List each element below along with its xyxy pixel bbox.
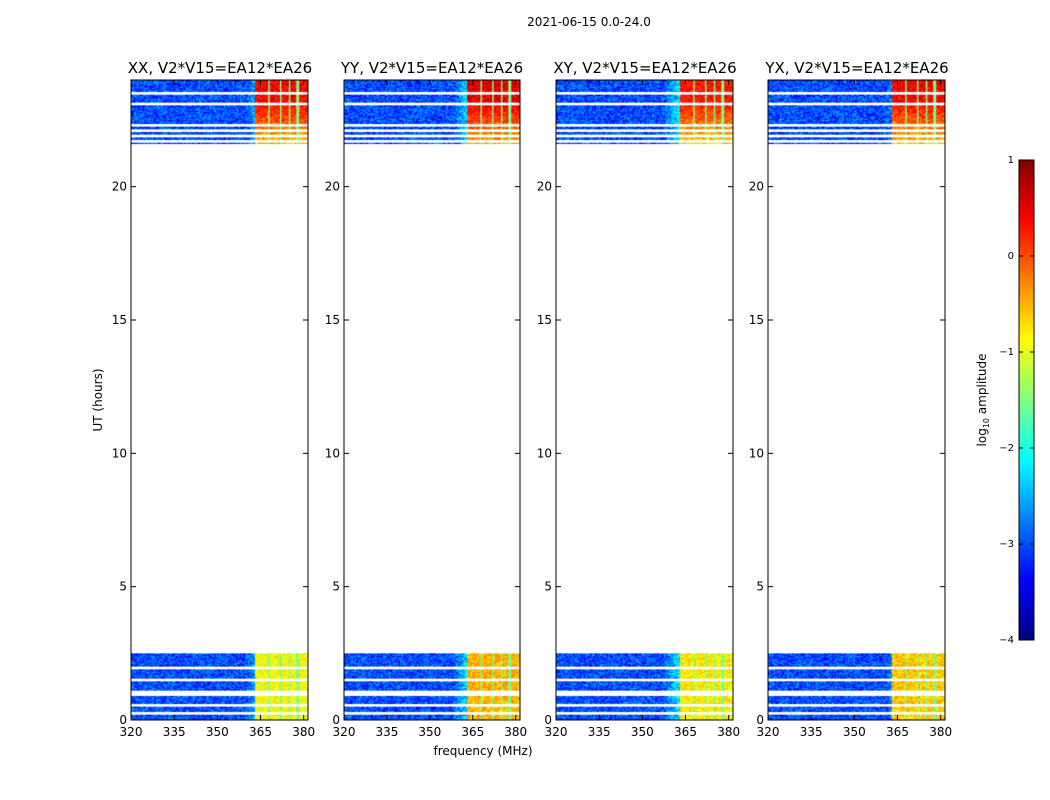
x-tick-label-380: 380 (504, 725, 527, 739)
colorbar-tick-label-5: −4 (999, 635, 1014, 646)
y-tick-label-15: 15 (537, 313, 552, 327)
colorbar: 1 0 −1 −2 −3 −4 log10 amplitude (975, 155, 1035, 646)
x-tick-label-350: 350 (631, 725, 654, 739)
panel-ticks-yy: 320 335 350 365 380 0 5 10 15 20 (325, 80, 527, 739)
panel-frame-xy (555, 79, 734, 721)
colorbar-tick-label-3: −2 (999, 443, 1014, 454)
y-tick-label-20: 20 (112, 180, 127, 194)
y-tick-label-5: 5 (332, 580, 340, 594)
y-tick-label-15: 15 (112, 313, 127, 327)
y-tick-label-10: 10 (325, 446, 340, 460)
y-tick-label-5: 5 (756, 580, 764, 594)
x-tick-label-380: 380 (717, 725, 740, 739)
y-tick-label-20: 20 (325, 180, 340, 194)
x-tick-label-320: 320 (333, 725, 356, 739)
panel-title-yx: YX, V2*V15=EA12*EA26 (764, 59, 948, 77)
x-tick-label-365: 365 (249, 725, 272, 739)
y-tick-label-15: 15 (325, 313, 340, 327)
panel-frame-xx (130, 79, 309, 721)
panel-frame-yx (767, 79, 946, 721)
colorbar-tick-label-4: −3 (999, 539, 1014, 550)
y-tick-label-20: 20 (537, 180, 552, 194)
panel-title-xx: XX, V2*V15=EA12*EA26 (128, 59, 312, 77)
y-tick-label-0: 0 (332, 713, 340, 727)
x-tick-label-350: 350 (418, 725, 441, 739)
y-tick-label-10: 10 (537, 446, 552, 460)
panel-ticks-yx: 320 335 350 365 380 0 5 10 15 20 (749, 80, 952, 739)
x-tick-label-335: 335 (163, 725, 186, 739)
panel-xy: XY, V2*V15=EA12*EA26 320 335 350 365 380 0 5 10… (537, 59, 740, 739)
colorbar-ticks: 1 0 −1 −2 −3 −4 (999, 155, 1034, 646)
colorbar-gradient (1018, 159, 1035, 641)
heatmap-image-yx (768, 80, 945, 720)
x-tick-label-380: 380 (292, 725, 315, 739)
panel-xx: XX, V2*V15=EA12*EA26 320 335 350 365 380 0 5 10… (112, 59, 315, 739)
heatmap-image-yy (344, 80, 520, 720)
heatmap-image-xx (131, 80, 308, 720)
panel-ticks-xx: 320 335 350 365 380 0 5 10 15 20 (112, 80, 315, 739)
x-tick-label-320: 320 (545, 725, 568, 739)
y-tick-label-0: 0 (756, 713, 764, 727)
panel-yy: YY, V2*V15=EA12*EA26 320 335 350 365 380 0 5 10… (325, 59, 527, 739)
x-tick-label-365: 365 (674, 725, 697, 739)
colorbar-tick-label-2: −1 (999, 347, 1014, 358)
x-tick-label-365: 365 (886, 725, 909, 739)
x-tick-label-335: 335 (375, 725, 398, 739)
x-tick-label-335: 335 (588, 725, 611, 739)
x-tick-label-320: 320 (120, 725, 143, 739)
panel-yx: YX, V2*V15=EA12*EA26 320 335 350 365 380 0 5 10… (749, 59, 952, 739)
y-tick-label-15: 15 (749, 313, 764, 327)
colorbar-tick-label-1: 0 (1008, 251, 1014, 262)
y-tick-label-0: 0 (544, 713, 552, 727)
x-axis-label: frequency (MHz) (433, 744, 532, 758)
x-tick-label-350: 350 (843, 725, 866, 739)
y-tick-label-5: 5 (119, 580, 127, 594)
colorbar-label: log10 amplitude (975, 354, 991, 447)
panel-title-xy: XY, V2*V15=EA12*EA26 (553, 59, 736, 77)
x-tick-label-335: 335 (800, 725, 823, 739)
y-tick-label-20: 20 (749, 180, 764, 194)
figure-suptitle: 2021-06-15 0.0-24.0 (527, 15, 651, 29)
y-tick-label-0: 0 (119, 713, 127, 727)
y-tick-label-5: 5 (544, 580, 552, 594)
panel-ticks-xy: 320 335 350 365 380 0 5 10 15 20 (537, 80, 740, 739)
panel-frame-yy (343, 79, 521, 721)
y-tick-label-10: 10 (749, 446, 764, 460)
y-axis-label: UT (hours) (91, 368, 105, 431)
heatmap-image-xy (556, 80, 733, 720)
x-tick-label-350: 350 (206, 725, 229, 739)
colorbar-tick-label-0: 1 (1008, 155, 1014, 166)
x-tick-label-380: 380 (929, 725, 952, 739)
x-tick-label-365: 365 (461, 725, 484, 739)
panel-title-yy: YY, V2*V15=EA12*EA26 (340, 59, 523, 77)
y-tick-label-10: 10 (112, 446, 127, 460)
x-tick-label-320: 320 (757, 725, 780, 739)
